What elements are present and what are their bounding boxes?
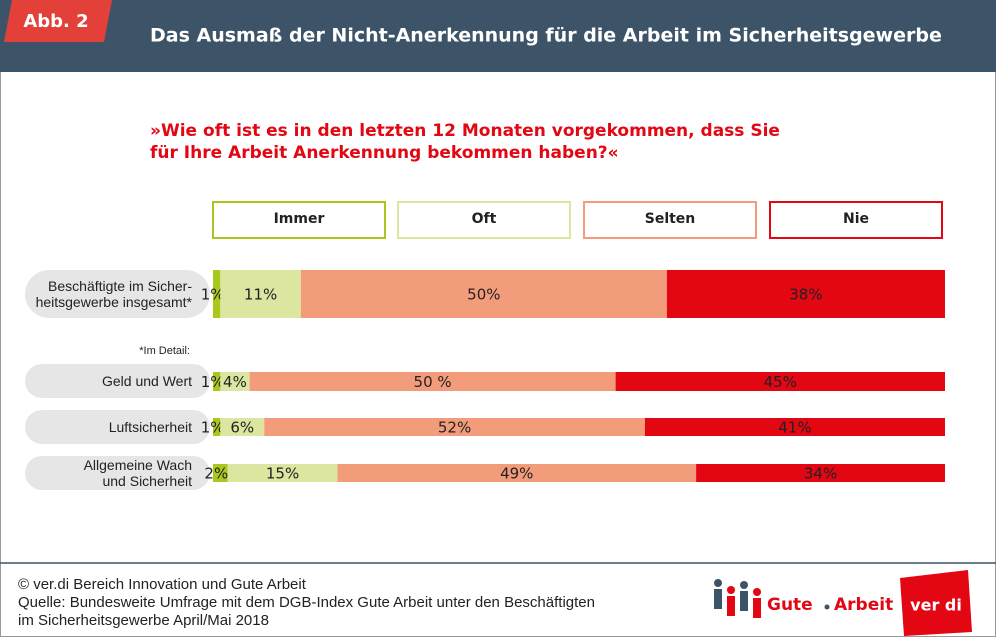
logo-figures — [714, 579, 761, 618]
logo-text: Gute — [767, 595, 813, 615]
legend-label: Immer — [274, 211, 325, 227]
value-label: 52% — [438, 419, 471, 437]
bar-segment — [220, 418, 265, 436]
value-label: 2% — [204, 465, 228, 483]
bar-segment — [213, 464, 228, 482]
legend-box — [397, 201, 571, 239]
value-label: 49% — [500, 465, 533, 483]
header-bar — [0, 0, 996, 72]
bar-segment — [300, 270, 667, 318]
bar-segment — [220, 372, 250, 391]
value-label: 1% — [201, 373, 225, 391]
label-pill — [25, 410, 210, 444]
value-label: 34% — [804, 465, 837, 483]
badge-bg — [4, 0, 112, 42]
bar-segment — [615, 372, 945, 391]
label-pill — [25, 456, 210, 490]
value-label: 1% — [201, 419, 225, 437]
label-pill — [25, 364, 210, 398]
source-line: Quelle: Bundesweite Umfrage mit dem DGB-… — [18, 594, 595, 611]
bar-segment — [220, 270, 301, 318]
logo-text: Arbeit — [834, 595, 893, 615]
legend-label: Selten — [645, 211, 696, 227]
value-label: 50 % — [414, 373, 452, 391]
legend-box — [769, 201, 943, 239]
category-label: Luftsicherheit — [108, 419, 192, 435]
chart-title: Das Ausmaß der Nicht-Anerkennung für die… — [150, 25, 942, 47]
value-label: 38% — [789, 286, 822, 304]
value-label: 45% — [764, 373, 797, 391]
source-line: © ver.di Bereich Innovation und Gute Arb… — [18, 576, 306, 593]
subtitle: »Wie oft ist es in den letzten 12 Monate… — [150, 121, 780, 163]
bar-segment — [666, 270, 945, 318]
badge: Abb. 2 — [23, 11, 88, 32]
bar-segment — [644, 418, 945, 436]
value-label: 1% — [201, 286, 225, 304]
logo-dot — [824, 604, 830, 610]
value-label: 11% — [244, 286, 277, 304]
source-line: im Sicherheitsgewerbe April/Mai 2018 — [18, 612, 269, 629]
bar-segment — [696, 464, 945, 482]
value-label: 50% — [467, 286, 500, 304]
label-pill — [25, 270, 210, 318]
bar-segment — [213, 372, 221, 391]
legend-box — [212, 201, 386, 239]
category-label: Geld und Wert — [101, 373, 192, 389]
bar-segment — [213, 270, 221, 318]
legend-box — [583, 201, 757, 239]
verdi-logo — [900, 570, 972, 636]
bar-segment — [264, 418, 645, 436]
value-label: 4% — [223, 373, 247, 391]
legend-label: Oft — [472, 211, 497, 227]
value-label: 41% — [778, 419, 811, 437]
value-label: 6% — [230, 419, 254, 437]
value-label: 15% — [266, 465, 299, 483]
note: *Im Detail: — [139, 345, 190, 357]
logo-text: ver di — [910, 596, 962, 615]
bar-segment — [227, 464, 338, 482]
bar-segment — [249, 372, 616, 391]
bar-segment — [337, 464, 697, 482]
category-label: Beschäftigte im Sicher- heitsgewerbe ins… — [35, 278, 192, 310]
bar-segment — [213, 418, 221, 436]
legend-label: Nie — [843, 211, 869, 227]
category-label: Allgemeine Wach und Sicherheit — [83, 457, 192, 489]
